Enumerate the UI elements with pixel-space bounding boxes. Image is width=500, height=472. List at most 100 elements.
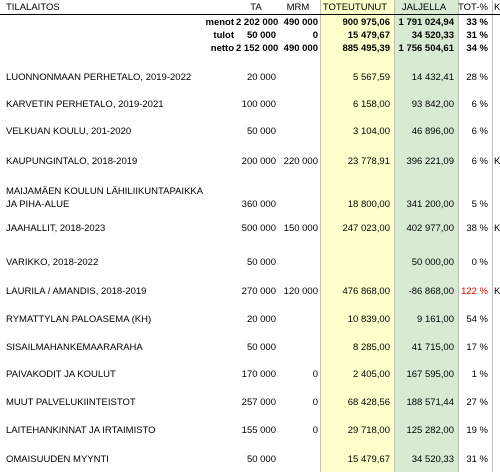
row-tot-pct: 122 % xyxy=(461,286,488,297)
summary-mrm: 490 000 xyxy=(283,43,318,54)
row-toteutunut: 15 479,67 xyxy=(347,454,390,465)
row-jaljella: 14 432,41 xyxy=(411,72,454,83)
row-extra: K xyxy=(494,156,500,167)
table-row: OMAISUUDEN MYYNTI 50 000 15 479,67 34 520,3… xyxy=(0,454,500,466)
row-name: MAIJAMÄEN KOULUN LÄHILIIKUNTAPAIKKA xyxy=(6,186,204,197)
row-ta: 360 000 xyxy=(241,199,276,210)
row-ta: 270 000 xyxy=(241,286,276,297)
row-tot-pct: 0 % xyxy=(471,257,488,268)
header-tot-pct: TOT-% xyxy=(458,2,488,13)
row-ta: 200 000 xyxy=(241,156,276,167)
row-name: VARIKKO, 2018-2022 xyxy=(6,257,99,268)
row-jaljella: 341 200,00 xyxy=(406,199,454,210)
row-ta: 50 000 xyxy=(246,257,276,268)
summary-ta: 2 152 000 xyxy=(236,43,279,54)
header-ta: TA xyxy=(250,2,262,13)
row-extra: K xyxy=(494,223,500,234)
row-tot-pct: 17 % xyxy=(466,342,488,353)
row-tot-pct: 6 % xyxy=(471,126,488,137)
row-ta: 100 000 xyxy=(241,99,276,110)
row-toteutunut: 6 158,00 xyxy=(353,99,390,110)
row-ta: 500 000 xyxy=(241,223,276,234)
table-row: KAUPUNGINTALO, 2018-2019 200 000 220 000 23… xyxy=(0,156,500,168)
row-name: KAUPUNGINTALO, 2018-2019 xyxy=(6,156,138,167)
summary-mrm: 490 000 xyxy=(283,17,318,28)
row-toteutunut: 18 800,00 xyxy=(347,199,390,210)
row-jaljella: 167 595,00 xyxy=(406,369,454,380)
table-row: SISAILMAHANKEMAARARAHA 50 000 8 285,00 41 7… xyxy=(0,342,500,354)
summary-jal: 1 756 504,61 xyxy=(398,43,454,54)
summary-label: netto xyxy=(210,43,234,54)
row-mrm: 0 xyxy=(312,397,318,408)
row-name: KARVETIN PERHETALO, 2019-2021 xyxy=(6,99,164,110)
row-name: LUONNONMAAN PERHETALO, 2019-2022 xyxy=(6,72,192,83)
summary-pct: 34 % xyxy=(466,43,488,54)
summary-pct: 31 % xyxy=(466,30,488,41)
summary-jal: 1 791 024,94 xyxy=(398,17,454,28)
row-jaljella: -86 868,00 xyxy=(408,286,454,297)
row-ta: 257 000 xyxy=(241,397,276,408)
jaljella-column-bg xyxy=(394,0,458,472)
row-jaljella: 93 842,00 xyxy=(411,99,454,110)
header-underline xyxy=(0,14,500,15)
row-name: VELKUAN KOULU, 201-2020 xyxy=(6,126,132,137)
summary-pct: 33 % xyxy=(466,17,488,28)
summary-row-1: tulot 50 000 0 15 479,67 34 520,33 31 % xyxy=(0,30,500,42)
row-mrm: 0 xyxy=(312,369,318,380)
row-ta: 170 000 xyxy=(241,369,276,380)
row-name: LAITEHANKINNAT JA IRTAIMISTO xyxy=(6,425,156,436)
summary-tot: 885 495,39 xyxy=(342,43,390,54)
summary-jal: 34 520,33 xyxy=(411,30,454,41)
header-extra: K xyxy=(494,2,500,13)
header-toteutunut: TOTEUTUNUT xyxy=(322,2,388,13)
row-toteutunut: 8 285,00 xyxy=(353,342,390,353)
summary-label: tulot xyxy=(213,30,234,41)
row-tot-pct: 54 % xyxy=(466,314,488,325)
grid-line xyxy=(320,0,321,472)
row-tot-pct: 38 % xyxy=(466,223,488,234)
table-row: JAAHALLIT, 2018-2023 500 000 150 000 247 02… xyxy=(0,223,500,235)
row-extra: K xyxy=(494,286,500,297)
table-row: LAITEHANKINNAT JA IRTAIMISTO 155 000 0 29 7… xyxy=(0,425,500,437)
row-jaljella: 402 977,00 xyxy=(406,223,454,234)
row-tot-pct: 27 % xyxy=(466,397,488,408)
row-name: LAURILA / AMANDIS, 2018-2019 xyxy=(6,286,147,297)
summary-row-0: menot 2 202 000 490 000 900 975,06 1 791 024… xyxy=(0,17,500,29)
summary-row-2: netto 2 152 000 490 000 885 495,39 1 756 504… xyxy=(0,43,500,55)
row-toteutunut: 10 839,00 xyxy=(347,314,390,325)
table-row: VARIKKO, 2018-2022 50 000 50 000,00 0 % xyxy=(0,257,500,269)
row-jaljella: 34 520,33 xyxy=(411,454,454,465)
row-jaljella: 9 161,00 xyxy=(417,314,454,325)
row-toteutunut: 3 104,00 xyxy=(353,126,390,137)
row-jaljella: 50 000,00 xyxy=(411,257,454,268)
header-jaljella: JALJELLA xyxy=(401,2,447,13)
summary-label: menot xyxy=(205,17,235,28)
row-ta: 20 000 xyxy=(246,314,276,325)
row-name: MUUT PALVELUKIINTEISTOT xyxy=(6,397,136,408)
row-ta: 20 000 xyxy=(246,72,276,83)
row-name: SISAILMAHANKEMAARARAHA xyxy=(6,342,143,353)
row-name: RYMATTYLAN PALOASEMA (KH) xyxy=(6,314,152,325)
table-row: RYMATTYLAN PALOASEMA (KH) 20 000 10 839,00… xyxy=(0,314,500,326)
header-name: TILALAITOS xyxy=(6,2,60,13)
header-row: TILALAITOS TA MRM TOTEUTUNUT JALJELLA TO… xyxy=(0,2,500,14)
summary-ta: 50 000 xyxy=(246,30,276,41)
row-toteutunut: 5 567,59 xyxy=(353,72,390,83)
row-jaljella: 46 896,00 xyxy=(411,126,454,137)
table-row: LAURILA / AMANDIS, 2018-2019 270 000 120 0… xyxy=(0,286,500,298)
grid-line xyxy=(458,0,459,472)
row-jaljella: 125 282,00 xyxy=(406,425,454,436)
row-mrm: 120 000 xyxy=(283,286,318,297)
row-tot-pct: 6 % xyxy=(471,156,488,167)
table-row: VELKUAN KOULU, 201-2020 50 000 3 104,00 46 … xyxy=(0,126,500,138)
row-toteutunut: 68 428,56 xyxy=(347,397,390,408)
table-row: LUONNONMAAN PERHETALO, 2019-2022 20 000 5 … xyxy=(0,72,500,84)
row-mrm: 150 000 xyxy=(283,223,318,234)
row-ta: 50 000 xyxy=(246,454,276,465)
row-toteutunut: 247 023,00 xyxy=(342,223,390,234)
row-toteutunut: 23 778,91 xyxy=(347,156,390,167)
row-ta: 50 000 xyxy=(246,126,276,137)
row-tot-pct: 6 % xyxy=(471,99,488,110)
grid-line xyxy=(394,0,395,472)
